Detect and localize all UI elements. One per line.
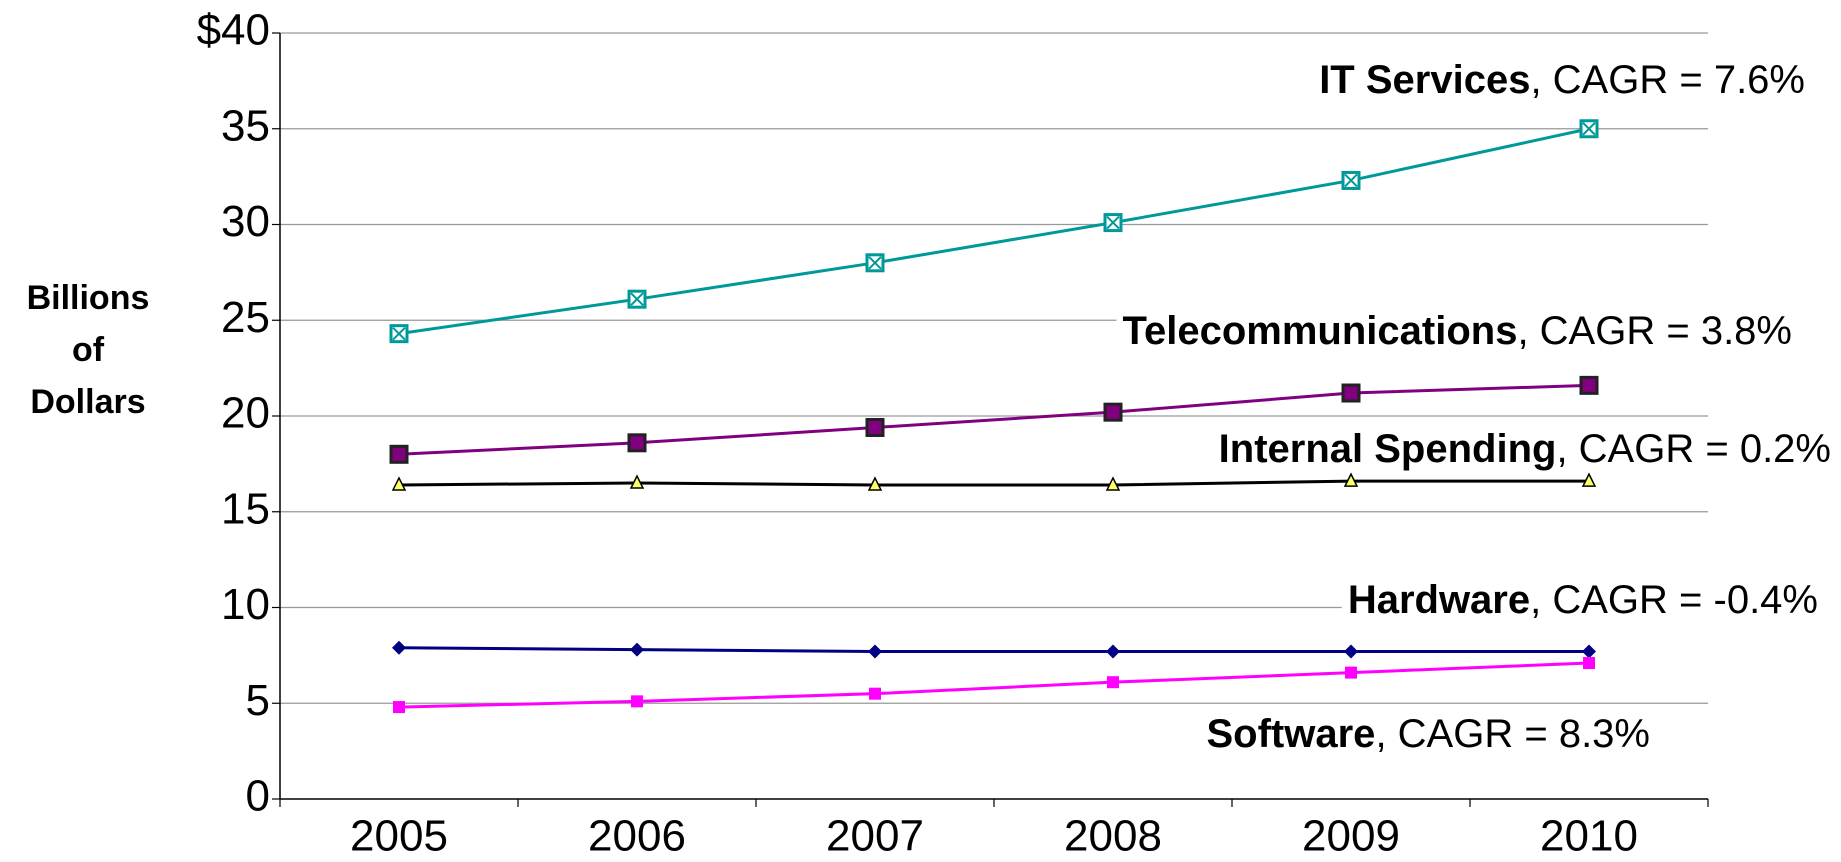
marker — [869, 687, 881, 700]
marker — [1344, 644, 1358, 659]
series-line — [398, 127, 1590, 336]
series-cagr: , CAGR = 3.8% — [1517, 309, 1792, 353]
series-cagr: , CAGR = 7.6% — [1530, 58, 1805, 102]
marker — [865, 417, 885, 437]
annotation-bg — [1212, 426, 1837, 471]
marker — [629, 474, 645, 489]
marker-x — [630, 292, 644, 306]
marker-x — [1344, 173, 1358, 188]
y-tick-label: 20 — [221, 389, 270, 438]
marker — [1103, 213, 1123, 233]
y-tick-label: $40 — [197, 6, 270, 55]
marker — [1341, 170, 1361, 190]
marker — [627, 289, 647, 309]
x-tick-label: 2007 — [826, 812, 924, 861]
marker — [1103, 402, 1123, 422]
marker — [867, 476, 883, 491]
marker — [1105, 476, 1121, 491]
marker — [391, 476, 407, 491]
marker — [631, 695, 643, 708]
marker — [627, 433, 647, 453]
annotation-bg — [1313, 57, 1811, 102]
annotation-bg — [1200, 711, 1656, 756]
y-tick-label: 0 — [246, 772, 270, 821]
x-tick-label: 2010 — [1540, 812, 1638, 861]
marker — [630, 642, 644, 657]
y-tick-label: 35 — [221, 101, 270, 150]
marker-x — [1582, 122, 1596, 136]
marker — [393, 701, 405, 714]
series-cagr: , CAGR = 8.3% — [1375, 712, 1650, 756]
marker — [1581, 472, 1597, 487]
marker-x — [1106, 215, 1120, 230]
series-annotation: Internal Spending, CAGR = 0.2% — [1219, 427, 1831, 471]
marker-x — [392, 326, 406, 341]
marker — [1579, 119, 1599, 139]
marker — [1106, 644, 1120, 659]
series-annotation: Telecommunications, CAGR = 3.8% — [1123, 309, 1792, 353]
x-tick-label: 2008 — [1064, 812, 1162, 861]
marker — [1583, 657, 1595, 670]
series-annotation: Hardware, CAGR = -0.4% — [1348, 578, 1818, 622]
marker — [868, 644, 882, 659]
series-name: Internal Spending — [1219, 427, 1557, 471]
marker — [865, 253, 885, 273]
series-name: Hardware — [1348, 578, 1530, 622]
y-axis-label-line: of — [72, 331, 105, 369]
y-tick-label: 5 — [246, 676, 270, 725]
x-tick-label: 2009 — [1302, 812, 1400, 861]
y-axis-label-line: Dollars — [30, 383, 145, 421]
annotation-bg — [1341, 577, 1824, 622]
series-name: IT Services — [1319, 58, 1530, 102]
series-cagr: , CAGR = -0.4% — [1530, 578, 1818, 622]
marker — [1582, 644, 1596, 659]
x-tick-label: 2005 — [350, 812, 448, 861]
marker — [1579, 375, 1599, 395]
grid — [280, 32, 1708, 704]
series-name: Software — [1207, 712, 1376, 756]
y-tick-label: 30 — [221, 197, 270, 246]
marker — [1343, 472, 1359, 487]
series-line — [398, 661, 1590, 709]
y-axis-label: Billions of Dollars — [27, 279, 150, 421]
marker — [389, 444, 409, 464]
series-annotation: Software, CAGR = 8.3% — [1207, 712, 1651, 756]
marker — [1345, 666, 1357, 679]
marker — [392, 640, 406, 655]
y-axis-label-line: Billions — [27, 279, 150, 317]
y-tick-label: 10 — [221, 580, 270, 629]
y-tick-label: 25 — [221, 293, 270, 342]
annotation-bg — [1116, 308, 1798, 353]
y-tick-label: 15 — [221, 484, 270, 533]
series-line — [398, 383, 1590, 456]
series-cagr: , CAGR = 0.2% — [1556, 427, 1831, 471]
series-annotation: IT Services, CAGR = 7.6% — [1319, 58, 1805, 102]
marker — [1341, 383, 1361, 403]
marker — [1107, 676, 1119, 689]
x-tick-label: 2006 — [588, 812, 686, 861]
marker-x — [868, 256, 882, 270]
series-name: Telecommunications — [1123, 309, 1518, 353]
series-line — [398, 479, 1589, 487]
marker — [389, 324, 409, 344]
series-line — [398, 646, 1589, 654]
